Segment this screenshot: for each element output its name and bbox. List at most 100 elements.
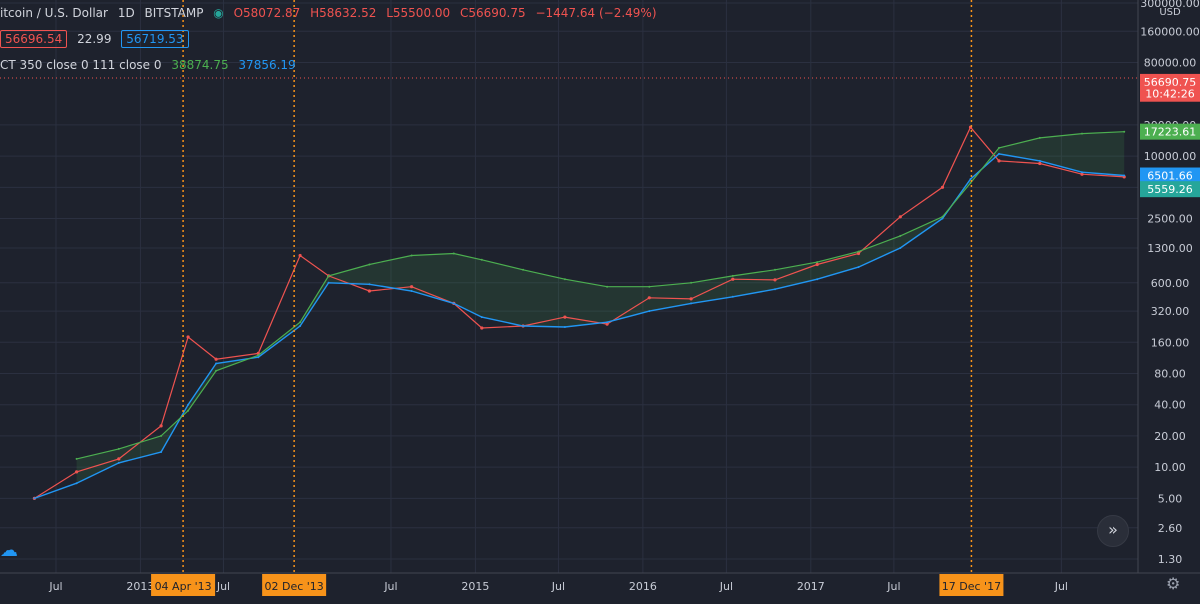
interval: 1D bbox=[117, 6, 135, 20]
ma-blue-label-bg bbox=[1140, 167, 1200, 184]
series-point bbox=[480, 258, 483, 261]
series-point bbox=[257, 354, 260, 357]
series-point bbox=[605, 322, 609, 326]
series-point bbox=[215, 369, 218, 372]
x-tick-label: Jul bbox=[48, 580, 62, 593]
series-point bbox=[997, 159, 1001, 163]
series-point bbox=[117, 447, 120, 450]
ohlc-low: L55500.00 bbox=[386, 6, 451, 20]
y-tick-label: 80.00 bbox=[1154, 368, 1186, 381]
series-point bbox=[367, 289, 371, 293]
y-tick-label: 20.00 bbox=[1154, 430, 1186, 443]
teal-label: 5559.26 bbox=[1147, 183, 1193, 196]
series-point bbox=[75, 470, 79, 474]
series-point bbox=[214, 357, 218, 361]
series-point bbox=[160, 451, 163, 453]
series-point bbox=[606, 285, 609, 288]
status-dot-icon: ◉ bbox=[213, 6, 224, 20]
x-tick-label: Jul bbox=[383, 580, 397, 593]
series-point bbox=[1123, 174, 1126, 177]
series-point bbox=[410, 285, 414, 289]
y-tick-label: 300000.00 bbox=[1140, 0, 1200, 10]
series-point bbox=[816, 261, 819, 264]
marker-badge bbox=[262, 574, 327, 596]
exchange: BITSTAMP bbox=[144, 6, 204, 20]
x-tick-label: 2015 bbox=[461, 580, 489, 593]
series-point bbox=[368, 263, 371, 266]
gear-icon[interactable]: ⚙ bbox=[1166, 574, 1181, 593]
series-point bbox=[731, 277, 735, 281]
indicator2-value-green: 38874.75 bbox=[171, 58, 229, 72]
marker-label: 17 Dec '17 bbox=[942, 580, 1001, 593]
series-point bbox=[563, 315, 567, 319]
y-tick-label: 2.60 bbox=[1158, 522, 1183, 535]
series-point bbox=[368, 283, 371, 286]
series-point bbox=[998, 152, 1000, 155]
y-tick-label: 2500.00 bbox=[1147, 213, 1193, 226]
ma-band-fill bbox=[76, 131, 1125, 484]
y-tick-label: 1.30 bbox=[1158, 553, 1183, 566]
y-tick-label: 160000.00 bbox=[1140, 25, 1200, 38]
x-tick-label: 2016 bbox=[629, 580, 657, 593]
y-tick-label: 80000.00 bbox=[1144, 57, 1197, 70]
series-point bbox=[856, 251, 861, 256]
marker-badge bbox=[939, 574, 1004, 596]
series-point bbox=[969, 178, 972, 181]
symbol-name: itcoin / U.S. Dollar bbox=[0, 6, 108, 20]
series-point bbox=[327, 281, 330, 284]
ma-blue-label: 6501.66 bbox=[1147, 170, 1193, 183]
indicator2-value-blue: 37856.19 bbox=[238, 58, 296, 72]
price-label: 56690.75 bbox=[1144, 76, 1197, 89]
y-tick-label: 40.00 bbox=[1154, 399, 1186, 412]
indicator1-value-red: 56696.54 bbox=[0, 30, 68, 48]
series-point bbox=[33, 497, 36, 500]
series-point bbox=[1081, 132, 1083, 135]
ma-blue-series-line bbox=[34, 153, 1125, 500]
series-point bbox=[327, 274, 330, 277]
series-point bbox=[648, 285, 651, 288]
ma-green-series-line bbox=[76, 131, 1125, 460]
series-point bbox=[940, 185, 945, 189]
series-point bbox=[998, 146, 1000, 149]
series-point bbox=[410, 254, 413, 257]
series-point bbox=[1038, 136, 1041, 139]
series-point bbox=[563, 326, 566, 328]
ohlc-open: O58072.87 bbox=[233, 6, 301, 20]
indicator2-label: CT 350 close 0 111 close 0 bbox=[0, 58, 162, 72]
series-point bbox=[898, 215, 902, 219]
series-point bbox=[774, 288, 776, 291]
y-tick-label: 320.00 bbox=[1151, 305, 1190, 318]
ma-green-label: 17223.61 bbox=[1144, 126, 1197, 139]
x-tick-label: Jul bbox=[719, 580, 733, 593]
indicator-legend-2: CT 350 close 0 111 close 0 38874.75 3785… bbox=[0, 58, 302, 72]
series-point bbox=[480, 326, 484, 330]
series-point bbox=[299, 321, 302, 324]
series-point bbox=[647, 296, 651, 300]
y-tick-label: 10000.00 bbox=[1144, 150, 1197, 163]
scroll-to-realtime-button[interactable]: » bbox=[1097, 515, 1129, 547]
ohlc-high: H58632.52 bbox=[310, 6, 377, 20]
series-point bbox=[816, 278, 819, 281]
x-tick-label: Jul bbox=[1054, 580, 1068, 593]
marker-label: 02 Dec '13 bbox=[264, 580, 323, 593]
series-point bbox=[648, 310, 651, 313]
series-point bbox=[941, 215, 944, 218]
series-point bbox=[452, 252, 455, 255]
series-point bbox=[731, 295, 734, 298]
series-point bbox=[75, 457, 78, 460]
series-point bbox=[117, 457, 121, 461]
price-time-label-bg bbox=[1140, 85, 1200, 102]
series-point bbox=[1038, 161, 1042, 166]
series-point bbox=[1080, 172, 1084, 176]
indicator1-value-blue: 56719.53 bbox=[121, 30, 189, 48]
series-point bbox=[1038, 159, 1041, 162]
series-point bbox=[522, 325, 525, 327]
series-point bbox=[187, 403, 190, 406]
cloud-icon[interactable]: ☁ bbox=[0, 540, 18, 561]
series-point bbox=[899, 247, 902, 249]
series-point bbox=[899, 234, 902, 237]
currency-label: USD bbox=[1159, 7, 1181, 18]
series-point bbox=[117, 461, 120, 464]
